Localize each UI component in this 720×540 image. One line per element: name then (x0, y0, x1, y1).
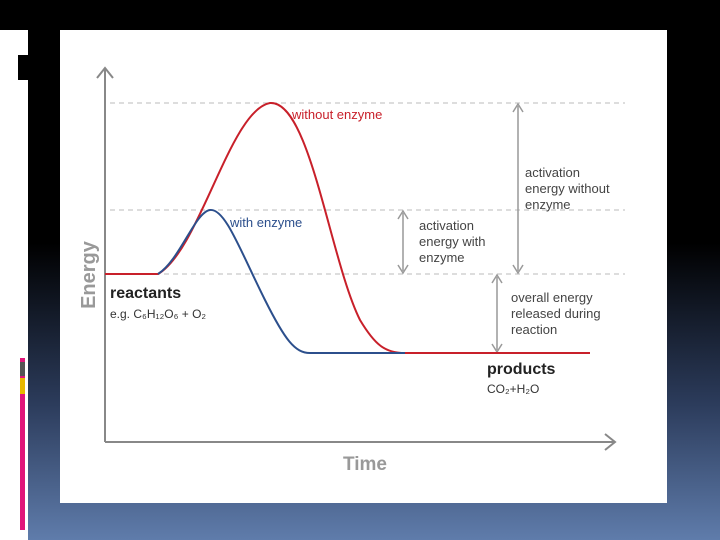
curve-label: with enzyme (229, 215, 302, 230)
y-axis-label: Energy (78, 240, 100, 309)
annotation: activation energy without enzyme (525, 165, 610, 212)
annotation-line: activation (419, 218, 474, 233)
reactants-label: reactants (110, 285, 181, 302)
x-axis-label: Time (343, 454, 387, 475)
annotation-line: enzyme (419, 250, 465, 265)
marker-square (18, 55, 30, 80)
annotation-line: activation (525, 165, 580, 180)
products-label: products (487, 361, 556, 378)
guide-lines (110, 102, 625, 275)
accent-bar (20, 408, 25, 530)
annotation-line: released during (511, 306, 601, 321)
curve-label: without enzyme (291, 107, 382, 122)
diagram-panel (60, 30, 667, 503)
annotation-line: reaction (511, 322, 557, 337)
annotation-line: enzyme (525, 197, 571, 212)
annotation: overall energy released during reaction (511, 290, 601, 337)
products-example: CO₂+H₂O (487, 382, 539, 396)
annotation-line: energy without (525, 181, 610, 196)
reactants-example: e.g. C₆H₁₂O₆ + O₂ (110, 307, 206, 321)
annotation: activation energy with enzyme (419, 218, 485, 265)
annotation-line: overall energy (511, 290, 593, 305)
curve-without-enzyme (105, 101, 590, 354)
accent-bar (20, 378, 25, 394)
measure-arrows (397, 102, 524, 354)
annotation-line: energy with (419, 234, 485, 249)
curve-with-enzyme (157, 209, 405, 354)
accent-bar (20, 362, 25, 376)
axes (96, 66, 617, 451)
